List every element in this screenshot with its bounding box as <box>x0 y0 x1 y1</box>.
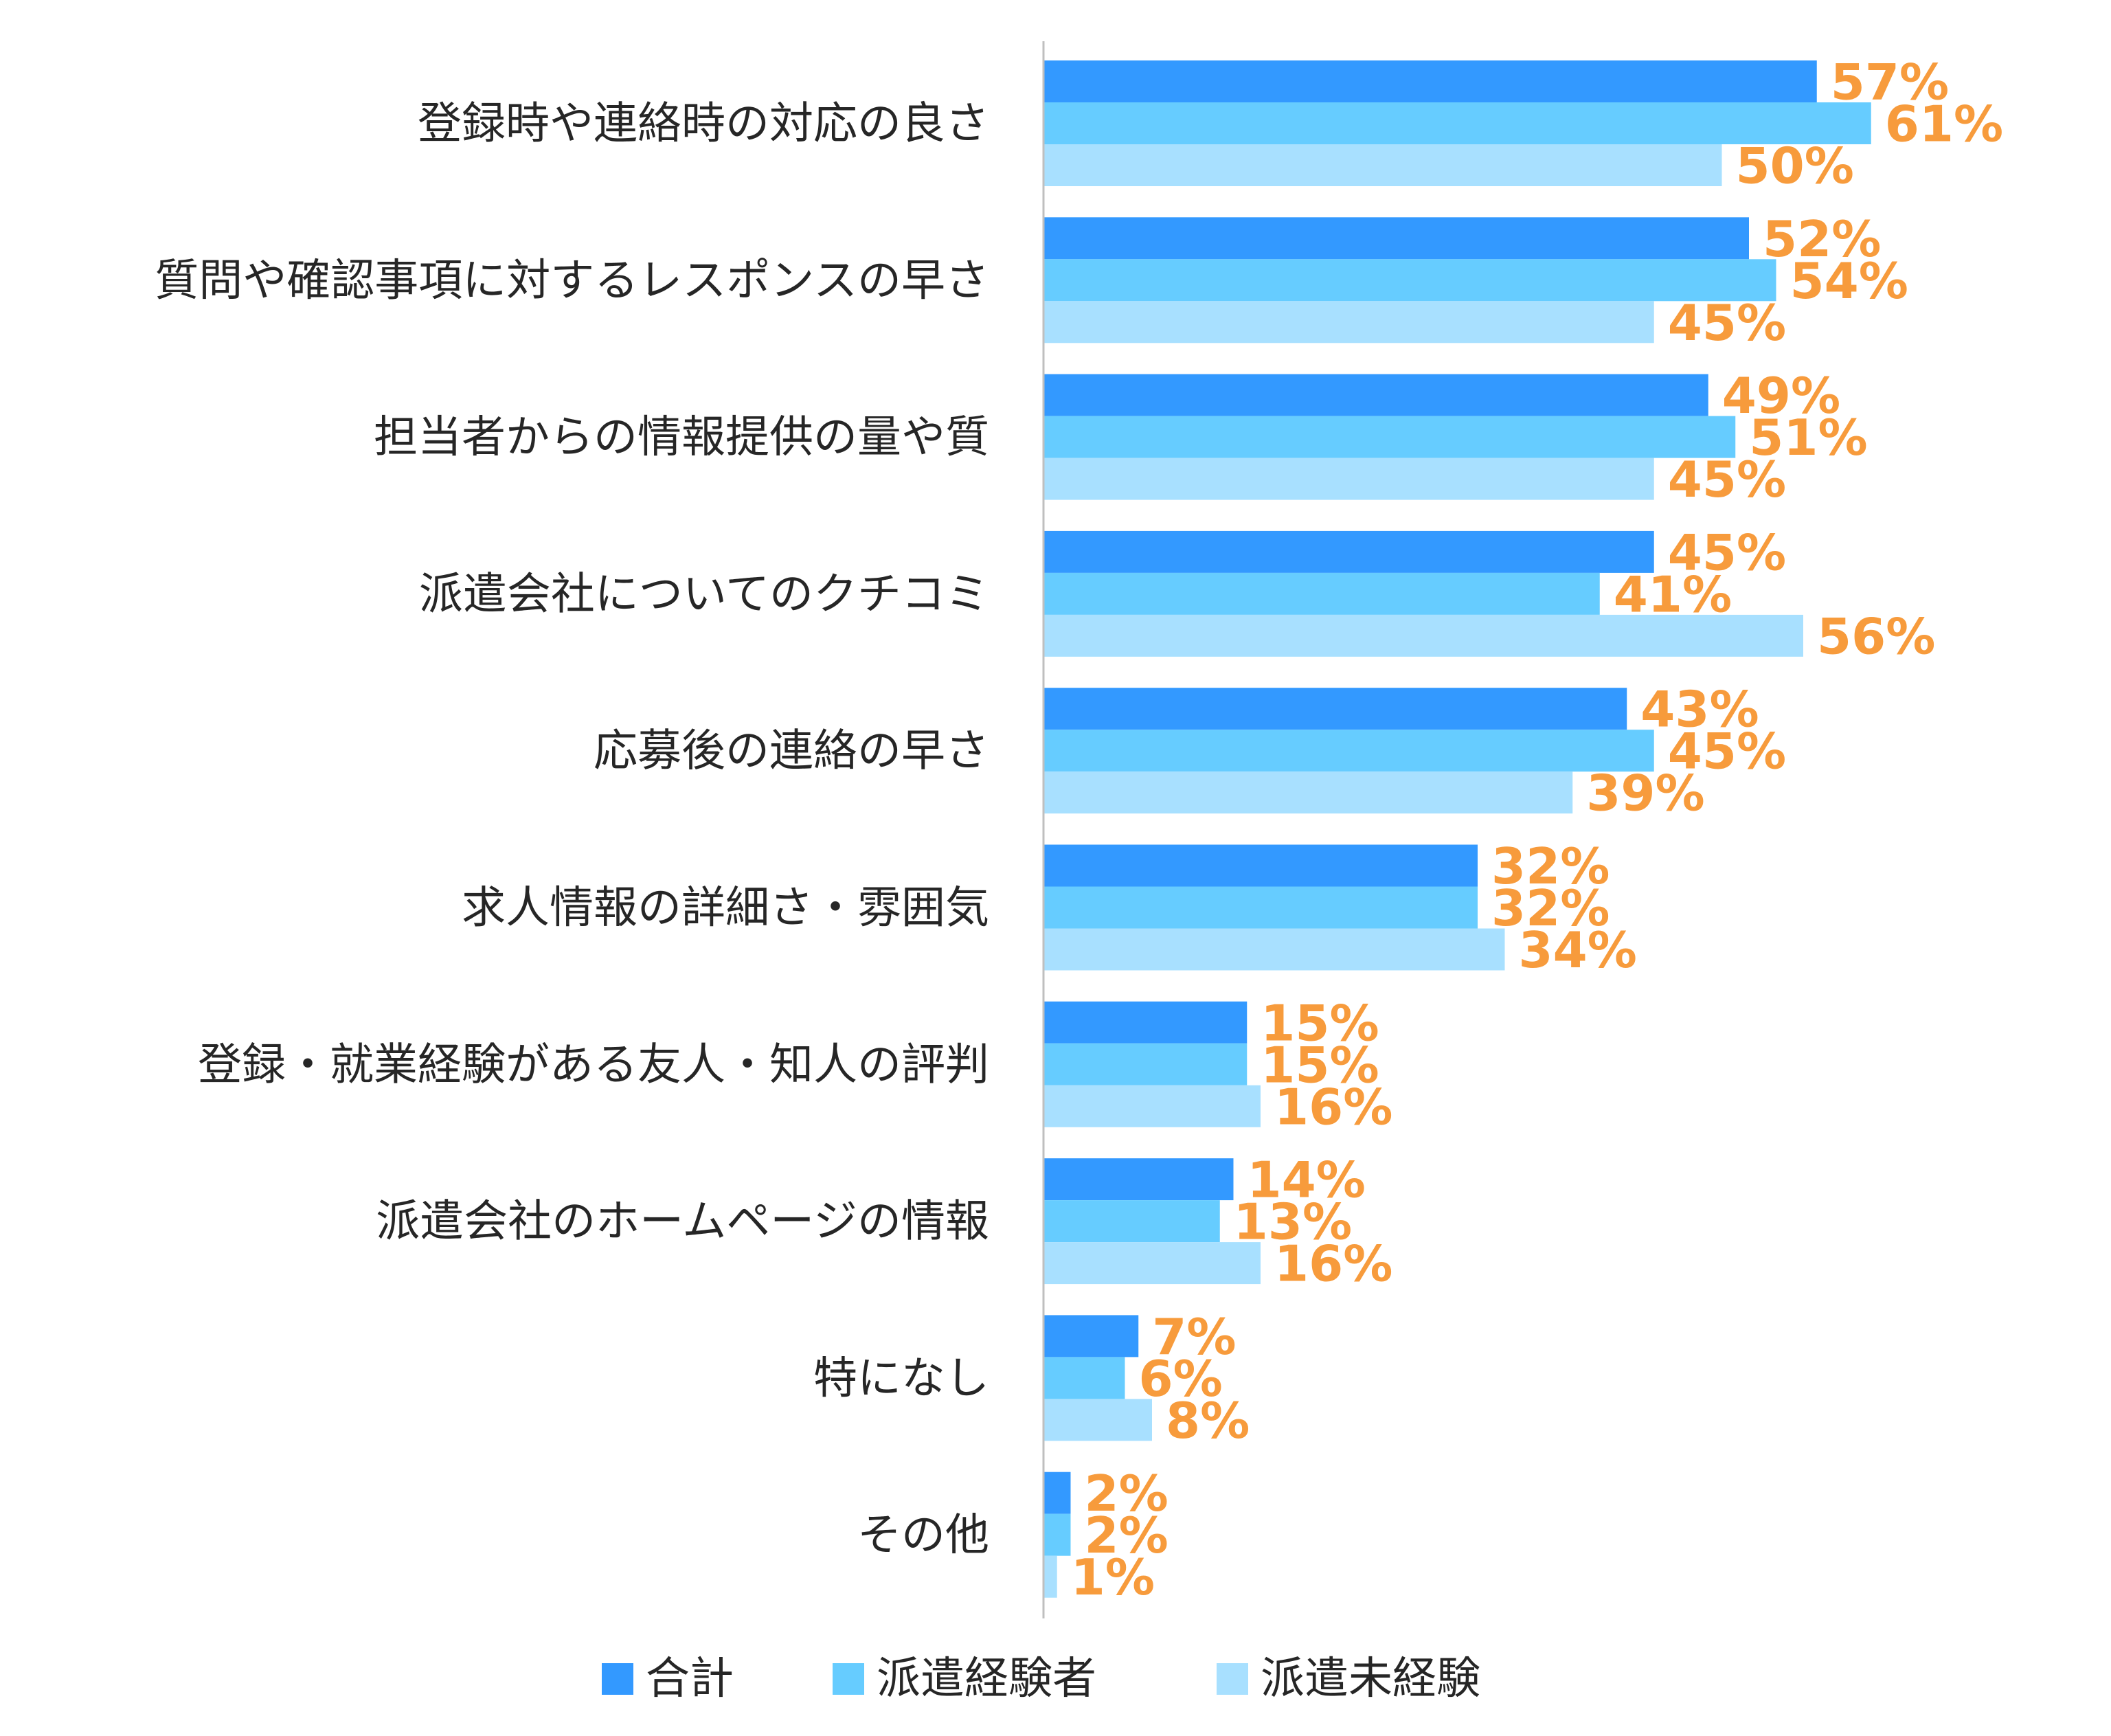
bar-group <box>1043 60 1871 1598</box>
bar-1 <box>1043 530 1654 573</box>
data-label: 51% <box>1749 409 1867 466</box>
bar-1 <box>1043 688 1627 730</box>
data-label: 1% <box>1071 1548 1155 1606</box>
data-label: 49% <box>1722 367 1840 425</box>
bar-2 <box>1043 886 1478 929</box>
bar-3 <box>1043 1555 1057 1598</box>
data-label: 45% <box>1668 294 1786 352</box>
data-label: 16% <box>1274 1235 1392 1293</box>
data-label: 41% <box>1614 565 1732 623</box>
legend: 合計 派遣経験者 派遣未経験 <box>602 1654 1480 1704</box>
bar-2 <box>1043 416 1736 458</box>
bar-3 <box>1043 458 1654 500</box>
data-label: 15% <box>1261 1036 1379 1094</box>
data-label: 57% <box>1831 54 1949 111</box>
bar-2 <box>1043 730 1654 772</box>
bar-1 <box>1043 1315 1139 1357</box>
bar-2 <box>1043 102 1871 144</box>
data-label: 2% <box>1085 1507 1169 1564</box>
legend-label: 合計 <box>646 1654 734 1704</box>
data-label: 45% <box>1668 523 1786 581</box>
bar-1 <box>1043 1001 1248 1044</box>
legend-swatch <box>1217 1663 1248 1695</box>
data-label: 56% <box>1817 607 1935 665</box>
category-label: その他 <box>857 1510 989 1561</box>
legend-label: 派遣経験者 <box>877 1654 1096 1704</box>
legend-label: 派遣未経験 <box>1261 1654 1480 1704</box>
bar-1 <box>1043 1158 1234 1201</box>
value-labels: 57%61%50%52%54%45%49%51%45%45%41%56%43%4… <box>1071 54 2003 1607</box>
bar-3 <box>1043 1399 1152 1441</box>
data-label: 8% <box>1166 1392 1250 1450</box>
category-label: 応募後の連絡の早さ <box>594 726 989 777</box>
data-label: 52% <box>1763 210 1881 268</box>
data-label: 50% <box>1736 137 1854 195</box>
data-label: 32% <box>1491 879 1610 937</box>
bar-1 <box>1043 374 1708 416</box>
data-label: 39% <box>1586 765 1704 822</box>
category-label: 登録時や連絡時の対応の良さ <box>418 99 989 150</box>
data-label: 6% <box>1139 1350 1223 1408</box>
data-label: 7% <box>1152 1308 1236 1366</box>
bar-3 <box>1043 928 1505 971</box>
data-label: 13% <box>1234 1193 1352 1251</box>
category-labels: 登録時や連絡時の対応の良さ質問や確認事項に対するレスポンスの早さ担当者からの情報… <box>155 99 989 1562</box>
bar-2 <box>1043 1043 1248 1085</box>
bar-2 <box>1043 1513 1071 1556</box>
bar-2 <box>1043 1200 1220 1243</box>
data-label: 43% <box>1640 681 1759 739</box>
bar-3 <box>1043 771 1573 814</box>
legend-swatch <box>602 1663 633 1695</box>
bar-3 <box>1043 1242 1261 1285</box>
category-label: 登録・就業経験がある友人・知人の評判 <box>198 1039 989 1090</box>
bar-1 <box>1043 844 1478 887</box>
category-label: 担当者からの情報提供の量や質 <box>374 412 989 463</box>
data-label: 32% <box>1491 837 1610 895</box>
category-label: 質問や確認事項に対するレスポンスの早さ <box>155 256 989 306</box>
category-label: 派遣会社のホームページの情報 <box>376 1197 989 1248</box>
bar-2 <box>1043 1357 1125 1399</box>
bar-3 <box>1043 301 1654 343</box>
data-label: 54% <box>1790 252 1908 310</box>
bar-1 <box>1043 60 1817 102</box>
bar-2 <box>1043 259 1776 302</box>
category-label: 派遣会社についてのクチコミ <box>419 569 989 620</box>
data-label: 2% <box>1085 1465 1169 1522</box>
category-label: 求人情報の詳細さ・雰囲気 <box>462 883 989 934</box>
data-label: 14% <box>1248 1151 1366 1209</box>
bar-3 <box>1043 144 1722 186</box>
data-label: 16% <box>1274 1078 1392 1136</box>
data-label: 45% <box>1668 451 1786 508</box>
data-label: 45% <box>1668 723 1786 780</box>
data-label: 61% <box>1885 95 2003 153</box>
bar-1 <box>1043 217 1749 260</box>
bar-1 <box>1043 1472 1071 1514</box>
data-label: 34% <box>1519 921 1637 979</box>
bar-3 <box>1043 1085 1261 1127</box>
legend-swatch <box>833 1663 864 1695</box>
data-label: 15% <box>1261 994 1379 1052</box>
bar-3 <box>1043 614 1803 657</box>
category-label: 特になし <box>813 1353 989 1404</box>
bar-2 <box>1043 572 1600 615</box>
